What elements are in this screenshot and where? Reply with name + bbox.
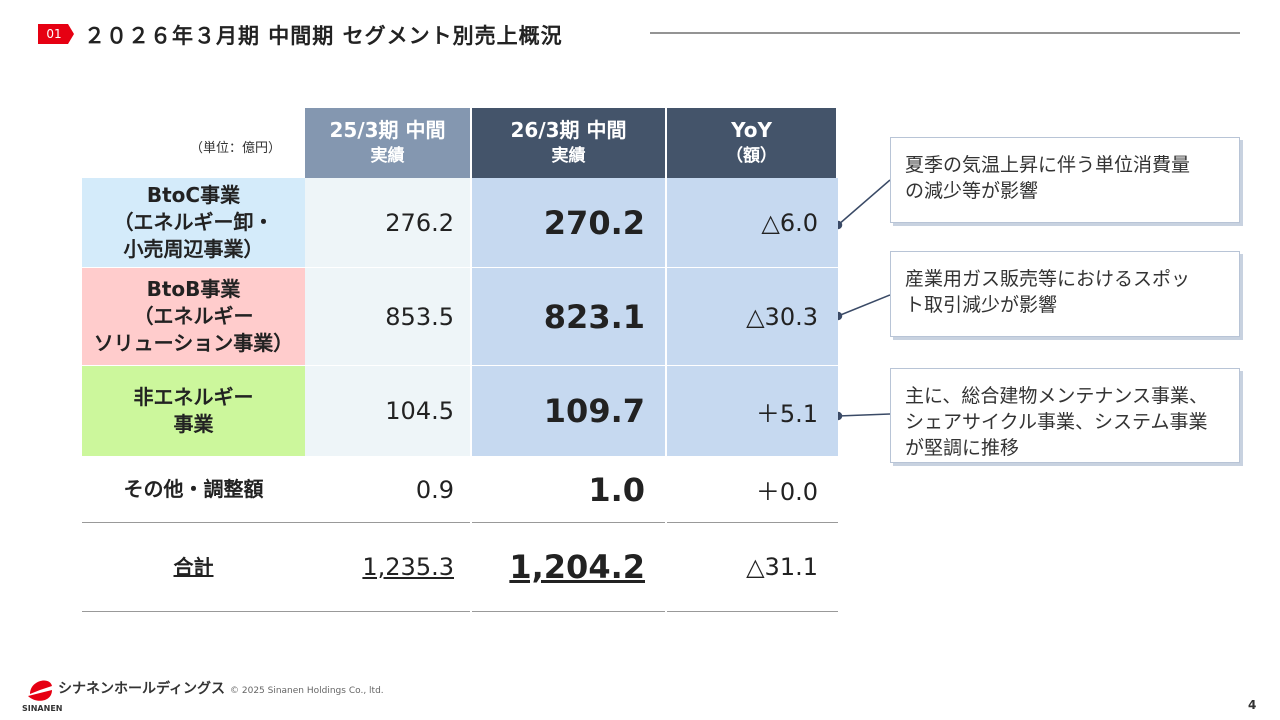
label-line: BtoC事業 xyxy=(146,183,241,207)
label-line: 小売周辺事業） xyxy=(123,237,264,261)
page-number: 4 xyxy=(1248,698,1257,712)
table-cell: 0.9 xyxy=(305,457,470,523)
badge: 01 xyxy=(46,27,62,41)
label-line: 非エネルギー xyxy=(133,385,254,409)
label-line: その他・調整額 xyxy=(123,477,264,501)
note-line: シェアサイクル事業、システム事業 xyxy=(905,411,1208,433)
label-line: 合計 xyxy=(173,554,214,579)
cell-value: 1,204.2 xyxy=(509,548,645,586)
table-cell: ＋0.0 xyxy=(667,457,838,523)
row-label: 非エネルギー 事業 xyxy=(82,366,305,457)
note-line: ト取引減少が影響 xyxy=(905,294,1058,316)
column-header: 26/3期 中間実績 xyxy=(472,108,665,178)
row-label: BtoC事業 （エネルギー卸・ 小売周辺事業） xyxy=(82,178,305,268)
cell-value: 1.0 xyxy=(588,470,645,509)
table-cell: ＋5.1 xyxy=(667,366,838,457)
header-line: 25/3期 中間 xyxy=(329,118,446,142)
table-cell: 1.0 xyxy=(472,457,665,523)
table-cell: 853.5 xyxy=(305,268,470,366)
cell-value: 109.7 xyxy=(543,392,645,430)
header-line: 実績 xyxy=(551,146,586,166)
cell-value: 1,235.3 xyxy=(362,553,454,581)
connectors xyxy=(833,179,891,421)
cell-value: △30.3 xyxy=(746,302,818,331)
table-cell: 1,204.2 xyxy=(472,523,665,612)
table-cell: 276.2 xyxy=(305,178,470,268)
unit-label: （単位：億円） xyxy=(190,141,282,156)
label-line: BtoB事業 xyxy=(146,277,241,301)
cell-value: 270.2 xyxy=(543,203,645,242)
title: ２０２６年３月期 中間期 セグメント別売上概況 xyxy=(84,24,563,48)
cell-value: 276.2 xyxy=(385,208,454,237)
table-cell: 270.2 xyxy=(472,178,665,268)
label-line: ソリューション事業） xyxy=(93,331,294,355)
logo-mark xyxy=(28,690,52,701)
label-line: 事業 xyxy=(173,412,214,436)
column-header: 25/3期 中間実績 xyxy=(305,108,470,178)
copyright: © 2025 Sinanen Holdings Co., ltd. xyxy=(230,686,384,696)
header-line: （額） xyxy=(726,146,777,166)
note-box: 産業用ガス販売等におけるスポッ ト取引減少が影響 xyxy=(890,251,1240,337)
cell-value: 823.1 xyxy=(543,297,645,336)
note-line: 夏季の気温上昇に伴う単位消費量 xyxy=(905,154,1191,176)
note-line: が堅調に推移 xyxy=(905,437,1020,459)
table-cell: △30.3 xyxy=(667,268,838,366)
logo-mark xyxy=(30,680,52,694)
cell-value: 104.5 xyxy=(385,397,454,425)
label-line: （エネルギー xyxy=(133,304,254,328)
cell-value: ＋0.0 xyxy=(755,478,818,506)
table-cell: △31.1 xyxy=(667,523,838,612)
logo-text: シナネンホールディングス xyxy=(58,681,226,697)
note-box: 主に、総合建物メンテナンス事業、 シェアサイクル事業、システム事業 が堅調に推移 xyxy=(890,368,1240,463)
badge-shape xyxy=(38,24,74,44)
table-cell: 1,235.3 xyxy=(305,523,470,612)
cell-value: △6.0 xyxy=(761,208,818,237)
header-line: 実績 xyxy=(370,146,405,166)
header-line: YoY xyxy=(731,118,772,142)
label-line: （エネルギー卸・ xyxy=(113,210,274,234)
note-line: の減少等が影響 xyxy=(905,180,1039,202)
cell-value: 0.9 xyxy=(415,475,454,504)
note-line: 産業用ガス販売等におけるスポッ xyxy=(905,268,1191,290)
header-line: 26/3期 中間 xyxy=(510,118,627,142)
brand: SINANEN xyxy=(22,704,63,713)
table-cell: 104.5 xyxy=(305,366,470,457)
note-line: 主に、総合建物メンテナンス事業、 xyxy=(905,385,1209,407)
table-cell: △6.0 xyxy=(667,178,838,268)
cell-value: 853.5 xyxy=(385,302,454,331)
table-cell: 823.1 xyxy=(472,268,665,366)
cell-value: △31.1 xyxy=(746,553,818,581)
row-label: BtoB事業 （エネルギーソリューション事業） xyxy=(82,268,305,366)
table-cell: 109.7 xyxy=(472,366,665,457)
row-label: 合計 xyxy=(82,523,305,612)
column-header: YoY （額） xyxy=(667,108,836,178)
cell-value: ＋5.1 xyxy=(755,399,818,428)
note-box: 夏季の気温上昇に伴う単位消費量 の減少等が影響 xyxy=(890,137,1240,223)
row-label: その他・調整額 xyxy=(82,457,305,523)
